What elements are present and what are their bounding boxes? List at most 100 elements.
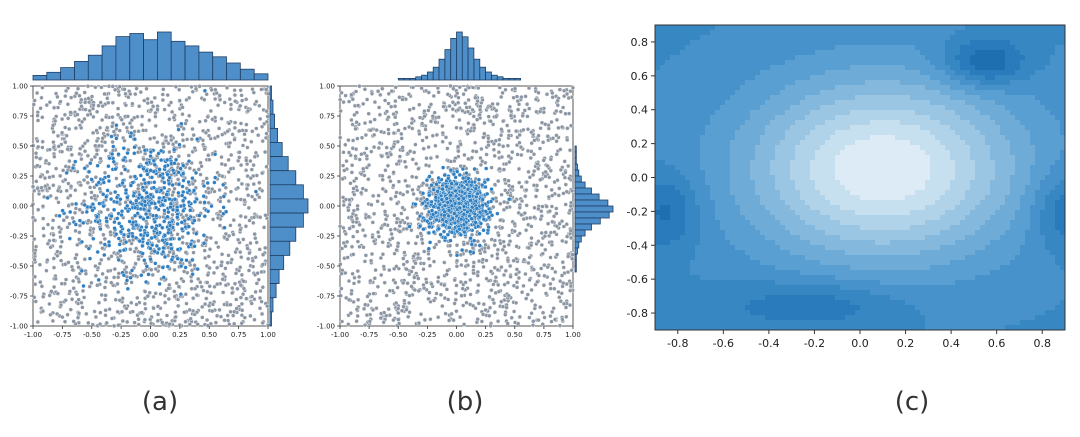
background-point: [486, 114, 491, 119]
contour-cell: [990, 40, 996, 46]
cluster-point: [442, 172, 447, 178]
contour-cell: [780, 45, 786, 51]
background-point: [32, 98, 37, 103]
top-histogram-bar: [253, 73, 269, 81]
cluster-point: [212, 152, 218, 157]
cluster-point: [91, 236, 96, 241]
background-point: [407, 107, 412, 113]
cluster-point: [153, 226, 159, 231]
contour-cell: [715, 40, 721, 46]
background-point: [55, 133, 61, 139]
contour-cell: [945, 45, 951, 51]
right-histogram-bar: [574, 199, 609, 207]
background-point: [38, 279, 43, 285]
right-histogram-bar: [574, 193, 600, 201]
cluster-point: [429, 208, 435, 213]
cluster-point: [431, 187, 436, 192]
background-point: [561, 191, 566, 196]
background-point: [372, 99, 378, 105]
background-point: [480, 159, 485, 164]
contour-cell: [835, 40, 841, 46]
background-point: [428, 155, 434, 161]
background-point: [239, 93, 244, 98]
contour-cell: [805, 40, 811, 46]
contour-cell: [845, 30, 851, 36]
contour-cell: [750, 40, 756, 46]
contour-cell: [750, 45, 756, 51]
panel-a-y-ticks: 1.000.750.500.250.00-0.25-0.50-0.75-1.00: [10, 83, 33, 331]
background-point: [351, 224, 356, 229]
background-point: [252, 297, 257, 302]
background-point: [73, 125, 79, 131]
cluster-point: [146, 180, 152, 185]
background-point: [363, 253, 369, 258]
background-point: [189, 84, 194, 90]
contour-cell: [710, 25, 716, 31]
y-tick-label: 0.50: [319, 143, 335, 151]
cluster-point: [177, 142, 182, 147]
background-point: [205, 272, 211, 278]
cluster-point: [161, 219, 167, 224]
right-histogram-bar: [269, 297, 274, 313]
contour-cell: [835, 35, 841, 41]
background-point: [360, 227, 366, 233]
background-point: [448, 141, 453, 146]
background-point: [389, 104, 394, 109]
background-point: [502, 244, 507, 249]
background-point: [73, 187, 78, 193]
contour-cell: [860, 40, 866, 46]
background-point: [544, 204, 549, 209]
background-point: [102, 285, 108, 290]
cluster-point: [190, 175, 195, 181]
cluster-point: [212, 175, 218, 180]
background-point: [252, 231, 257, 237]
background-point: [408, 149, 413, 154]
panel-a-x-ticks: -1.00 -0.75 -0.50 -0.25 0.00 0.25 0.50 0.75 1.00: [24, 326, 276, 339]
contour-cell: [865, 30, 871, 36]
background-point: [217, 307, 222, 313]
background-point: [196, 238, 201, 244]
contour-cell: [930, 25, 936, 31]
background-point: [47, 147, 52, 152]
background-point: [395, 285, 400, 290]
contour-cell: [690, 45, 696, 51]
background-point: [360, 186, 365, 191]
background-point: [259, 299, 264, 304]
cluster-point: [465, 209, 470, 215]
background-point: [106, 84, 112, 89]
background-point: [129, 280, 134, 285]
cluster-point: [158, 188, 164, 193]
background-point: [206, 190, 212, 195]
background-point: [123, 102, 129, 108]
background-point: [149, 267, 154, 272]
contour-cell: [980, 30, 986, 36]
background-point: [473, 306, 478, 311]
cluster-point: [175, 256, 180, 261]
background-point: [123, 91, 128, 97]
background-point: [508, 263, 513, 269]
contour-cell: [670, 35, 676, 41]
background-point: [62, 112, 68, 118]
background-point: [249, 194, 255, 199]
y-tick-label: 1.00: [12, 83, 28, 91]
background-point: [516, 275, 522, 281]
cluster-point: [114, 199, 120, 205]
background-point: [361, 306, 367, 311]
background-point: [371, 144, 377, 150]
background-point: [251, 181, 257, 187]
background-point: [559, 124, 565, 130]
background-point: [106, 256, 111, 261]
contour-cell: [930, 35, 936, 41]
background-point: [59, 239, 65, 244]
background-point: [226, 233, 232, 239]
background-point: [244, 122, 249, 127]
x-tick-label: 0.25: [172, 331, 188, 339]
background-point: [560, 317, 565, 322]
cluster-point: [449, 181, 454, 186]
cluster-point: [162, 164, 168, 169]
background-point: [523, 227, 529, 233]
cluster-point: [186, 179, 191, 185]
background-point: [219, 116, 224, 121]
background-point: [119, 309, 125, 314]
background-point: [522, 210, 527, 216]
